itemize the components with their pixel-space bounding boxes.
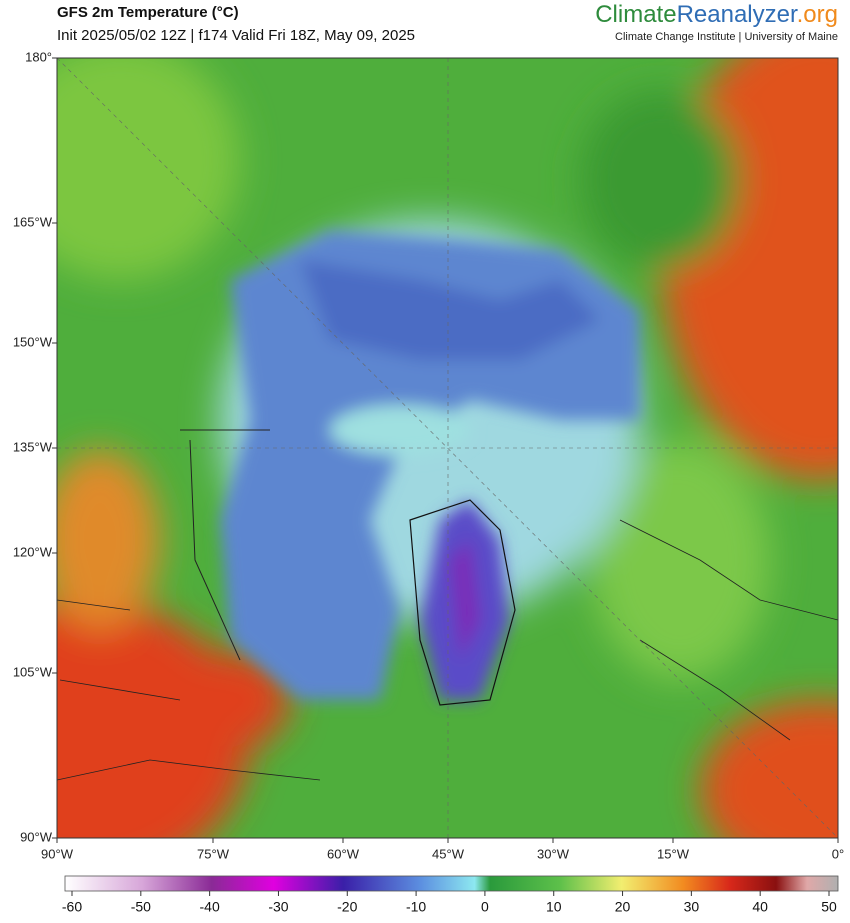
colorbar-tick-label: 10 — [546, 899, 562, 915]
colorbar-tick-label: 40 — [752, 899, 768, 915]
colorbar-tick-label: -20 — [337, 899, 357, 915]
left-axis-label: 135°W — [13, 439, 53, 454]
title: GFS 2m Temperature (°C) — [57, 4, 239, 21]
bottom-axis-label: 45°W — [432, 846, 465, 861]
bottom-axis-label: 0° — [832, 846, 844, 861]
colorbar-tick-label: -40 — [200, 899, 220, 915]
colorbar — [64, 875, 839, 892]
colorbar-tick-label: 50 — [821, 899, 837, 915]
left-axis-label: 180° — [25, 49, 52, 64]
colorbar-tick-label: -50 — [131, 899, 151, 915]
brand-part: Reanalyzer — [677, 1, 798, 28]
colorbar-tick-label: 30 — [684, 899, 700, 915]
bottom-axis-label: 15°W — [657, 846, 690, 861]
colorbar-tick-label: 0 — [481, 899, 489, 915]
left-axis-label: 165°W — [13, 214, 53, 229]
bottom-axis-label: 90°W — [41, 846, 74, 861]
bottom-axis-label: 30°W — [537, 846, 570, 861]
colorbar-tick-label: 20 — [615, 899, 631, 915]
colorbar-tick-label: -10 — [406, 899, 426, 915]
subtitle: Init 2025/05/02 12Z | f174 Valid Fri 18Z… — [57, 27, 415, 44]
bottom-axis-label: 60°W — [327, 846, 360, 861]
left-axis-label: 105°W — [13, 664, 53, 679]
brand-part: Climate — [595, 1, 676, 28]
brand: ClimateReanalyzer.org — [595, 1, 838, 28]
colorbar-tick-label: -30 — [268, 899, 288, 915]
left-axis-label: 150°W — [13, 334, 53, 349]
credit: Climate Change Institute | University of… — [615, 31, 838, 43]
brand-part: .org — [797, 1, 838, 28]
bottom-axis-label: 75°W — [197, 846, 230, 861]
temperature-map — [57, 58, 838, 838]
left-axis-label: 90°W — [20, 829, 53, 844]
left-axis-label: 120°W — [13, 544, 53, 559]
colorbar-tick-label: -60 — [62, 899, 82, 915]
